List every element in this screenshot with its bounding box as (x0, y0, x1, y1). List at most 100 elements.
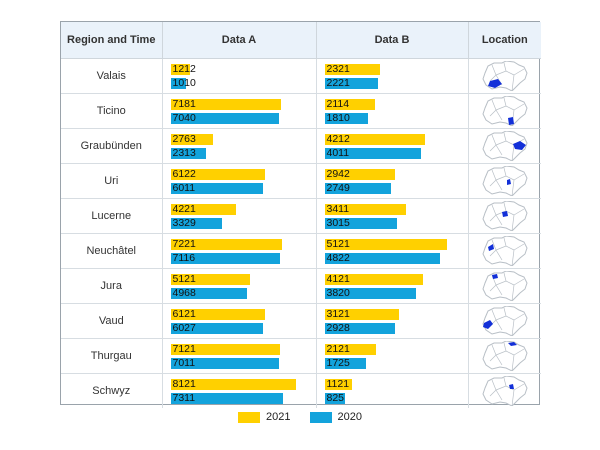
region-name: Jura (61, 268, 163, 304)
bar-y2021-a[interactable] (170, 169, 265, 180)
data-b-cell: 2114 1810 (316, 93, 469, 129)
bar-y2021-b[interactable] (324, 274, 423, 285)
bar-y2021-b[interactable] (324, 344, 376, 355)
data-b-cell: 2321 2221 (316, 58, 469, 94)
bar-y2021-a[interactable] (170, 239, 282, 250)
canton-border (503, 62, 507, 72)
data-a-cell: 6122 6011 (162, 163, 317, 199)
data-a-cell: 6121 6027 (162, 303, 317, 339)
bar-y2021-b[interactable] (324, 204, 406, 215)
data-a-cell: 7221 7116 (162, 233, 317, 269)
table-row: Uri 6122 6011 2942 2749 (61, 163, 541, 199)
map-highlight-region (506, 179, 511, 185)
location-cell (468, 93, 541, 129)
bar-value-label: 7311 (172, 392, 196, 404)
bar-value-label: 7121 (172, 343, 196, 355)
bar-y2021-a[interactable] (170, 274, 250, 285)
bar-y2020-a[interactable] (170, 148, 206, 159)
table-row: Thurgau 7121 7011 2121 1725 (61, 338, 541, 374)
bar-y2020-b[interactable] (324, 253, 440, 264)
map-highlight-region (508, 384, 514, 389)
bar-y2020-b[interactable] (324, 288, 416, 299)
bar-y2020-b[interactable] (324, 78, 378, 89)
canton-border (503, 97, 507, 107)
switzerland-map-icon (482, 306, 528, 336)
location-cell (468, 163, 541, 199)
bar-y2020-b[interactable] (324, 113, 368, 124)
bar-value-label: 1010 (172, 77, 196, 89)
bar-value-label: 6027 (172, 322, 196, 334)
bar-y2021-b[interactable] (324, 309, 399, 320)
canton-border (513, 103, 524, 111)
bar-y2021-b[interactable] (324, 99, 375, 110)
bar-y2021-b[interactable] (324, 64, 380, 75)
bar-y2020-a[interactable] (170, 358, 279, 369)
map-outline (482, 376, 528, 406)
bar-value-label: 3329 (172, 217, 196, 229)
bar-y2020-a[interactable] (170, 253, 280, 264)
bar-y2020-a[interactable] (170, 288, 247, 299)
map-outline (482, 306, 528, 336)
switzerland-map-icon (482, 61, 528, 91)
canton-border (513, 313, 524, 321)
location-cell (468, 303, 541, 339)
data-b-cell: 3411 3015 (316, 198, 469, 234)
data-a-cell: 8121 7311 (162, 373, 317, 408)
bar-y2020-a[interactable] (170, 323, 263, 334)
bar-y2020-b[interactable] (324, 393, 345, 404)
bar-value-label: 5121 (326, 238, 350, 250)
legend-item-2021[interactable]: 2021 (237, 411, 290, 423)
map-highlight-region (482, 320, 493, 329)
location-cell (468, 128, 541, 164)
bar-y2021-a[interactable] (170, 379, 296, 390)
canton-border (495, 249, 503, 261)
data-b-cell: 3121 2928 (316, 303, 469, 339)
data-a-cell: 7121 7011 (162, 338, 317, 374)
bar-y2021-b[interactable] (324, 169, 395, 180)
region-name: Vaud (61, 303, 163, 339)
bar-y2020-b[interactable] (324, 183, 391, 194)
bar-y2021-b[interactable] (324, 379, 352, 390)
switzerland-map-icon (482, 236, 528, 266)
canton-border (495, 109, 503, 121)
bar-y2020-a[interactable] (170, 183, 263, 194)
bar-y2020-b[interactable] (324, 218, 397, 229)
bar-y2020-a[interactable] (170, 218, 222, 229)
bar-y2020-a[interactable] (170, 113, 279, 124)
bar-y2021-a[interactable] (170, 99, 281, 110)
bar-y2021-a[interactable] (170, 309, 265, 320)
bar-value-label: 4121 (326, 273, 350, 285)
map-highlight-region (512, 141, 526, 150)
bar-y2021-a[interactable] (170, 344, 280, 355)
region-name: Valais (61, 58, 163, 94)
bar-y2020-b[interactable] (324, 323, 395, 334)
bar-y2021-a[interactable] (170, 204, 236, 215)
canton-border (503, 237, 507, 247)
canton-border (495, 389, 503, 401)
table-row: Neuchâtel 7221 7116 5121 4822 (61, 233, 541, 269)
canton-border (495, 245, 515, 266)
bar-y2020-b[interactable] (324, 148, 421, 159)
data-b-cell: 4121 3820 (316, 268, 469, 304)
bar-value-label: 6121 (172, 308, 196, 320)
bar-y2020-a[interactable] (170, 393, 283, 404)
bar-y2021-b[interactable] (324, 134, 425, 145)
bar-y2020-a[interactable] (170, 78, 186, 89)
data-b-cell: 2942 2749 (316, 163, 469, 199)
bar-y2021-a[interactable] (170, 134, 213, 145)
bar-y2020-b[interactable] (324, 358, 366, 369)
table-row: Lucerne 4221 3329 3411 3015 (61, 198, 541, 234)
legend-item-2020[interactable]: 2020 (309, 411, 362, 423)
canton-border (495, 315, 515, 336)
map-highlight-region (487, 79, 502, 88)
bar-y2021-a[interactable] (170, 64, 190, 75)
table-row: Vaud 6121 6027 3121 2928 (61, 303, 541, 339)
bar-y2021-b[interactable] (324, 239, 447, 250)
switzerland-map-icon (482, 341, 528, 371)
canton-border (503, 307, 507, 317)
bar-value-label: 2313 (172, 147, 196, 159)
location-cell (468, 338, 541, 374)
bar-value-label: 2321 (326, 63, 350, 75)
bar-value-label: 2763 (172, 133, 196, 145)
data-a-cell: 4221 3329 (162, 198, 317, 234)
